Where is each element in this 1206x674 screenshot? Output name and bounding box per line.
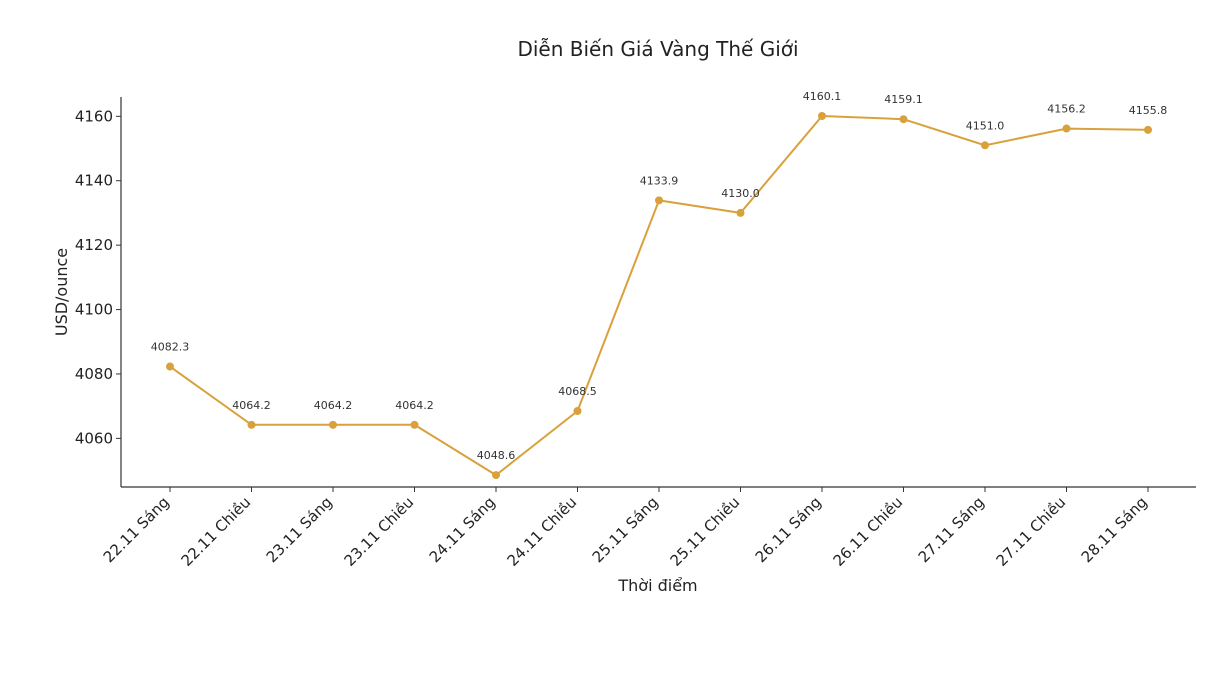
x-tick-label: 28.11 Sáng — [1078, 493, 1151, 566]
data-point — [1144, 125, 1152, 134]
x-tick-label: 27.11 Sáng — [915, 493, 988, 566]
data-point — [329, 420, 337, 429]
data-label: 4130.0 — [721, 187, 760, 200]
data-point — [166, 362, 174, 371]
x-tick-label: 24.11 Sáng — [426, 493, 499, 566]
x-tick-label: 23.11 Chiều — [341, 493, 418, 570]
x-tick-label: 26.11 Chiều — [830, 493, 907, 570]
data-point — [655, 196, 663, 205]
data-point — [1062, 124, 1071, 133]
data-label: 4160.1 — [803, 90, 842, 103]
data-label: 4064.2 — [395, 399, 434, 412]
data-label: 4064.2 — [314, 399, 353, 412]
y-tick-label: 4060 — [75, 429, 113, 447]
x-tick-label: 27.11 Chiều — [993, 493, 1070, 570]
x-tick-label: 26.11 Sáng — [752, 493, 825, 566]
data-label: 4159.1 — [884, 93, 923, 106]
x-tick-label: 22.11 Sáng — [100, 493, 173, 566]
data-label: 4155.8 — [1129, 104, 1168, 117]
data-point — [573, 406, 582, 415]
data-label: 4048.6 — [477, 449, 516, 462]
x-tick-label: 25.11 Sáng — [589, 493, 662, 566]
series-line — [169, 114, 1149, 477]
x-tick-label: 23.11 Sáng — [263, 493, 336, 566]
y-tick-label: 4080 — [75, 365, 113, 383]
data-point — [247, 420, 256, 429]
x-tick-label: 25.11 Chiều — [667, 493, 744, 570]
y-tick-label: 4160 — [75, 107, 113, 125]
data-point — [899, 115, 908, 124]
chart-title: Diễn Biến Giá Vàng Thế Giới — [517, 37, 798, 61]
data-point — [818, 112, 826, 121]
x-tick-label: 22.11 Chiều — [178, 493, 255, 570]
y-tick-label: 4100 — [75, 301, 113, 319]
data-label: 4082.3 — [151, 341, 190, 354]
data-point — [492, 471, 500, 480]
y-tick-label: 4140 — [75, 172, 113, 190]
data-point — [981, 141, 989, 150]
data-label: 4151.0 — [966, 119, 1005, 132]
data-label: 4068.5 — [558, 385, 597, 398]
plot-area: 4060 4080 4100 4120 4140 4160 22.11 Sáng 22.11 … — [75, 90, 1196, 570]
data-label: 4156.2 — [1047, 103, 1086, 116]
data-label: 4133.9 — [640, 174, 679, 187]
data-point — [410, 420, 419, 429]
x-axis-label: Thời điểm — [617, 576, 697, 595]
data-label: 4064.2 — [232, 399, 271, 412]
x-tick-label: 24.11 Chiều — [504, 493, 581, 570]
y-tick-label: 4120 — [75, 236, 113, 254]
y-axis-label: USD/ounce — [52, 248, 71, 336]
data-point — [736, 208, 745, 217]
